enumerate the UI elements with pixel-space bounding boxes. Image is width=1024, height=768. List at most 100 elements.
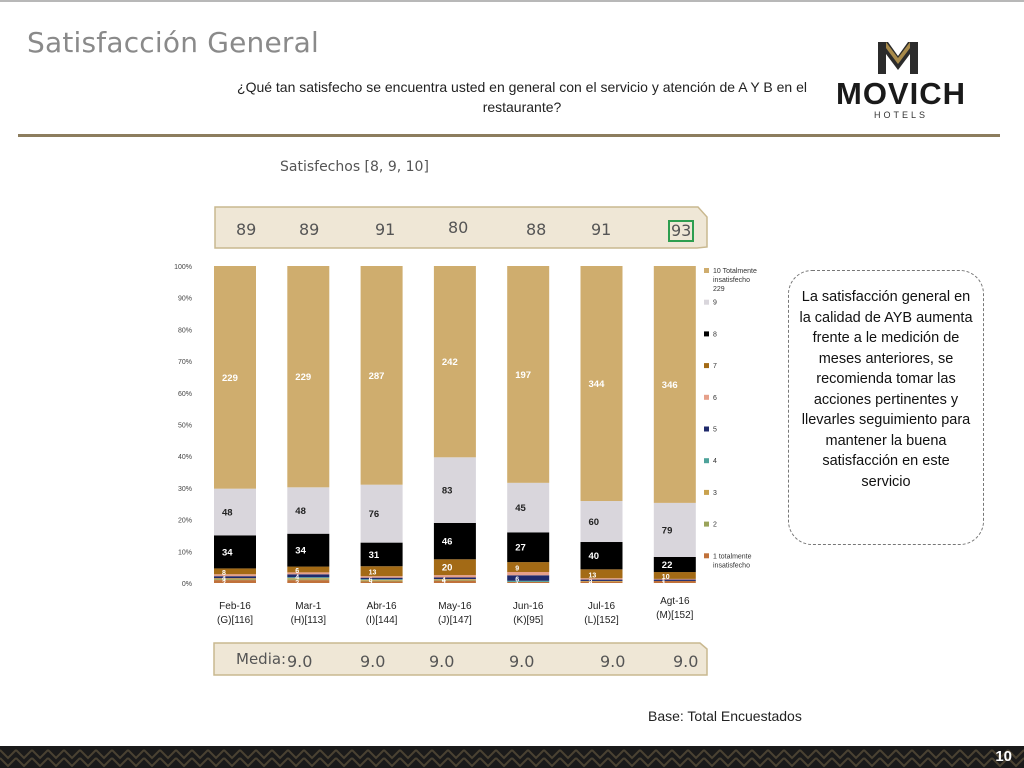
data-label: 60 <box>589 517 600 528</box>
satisfied-value: 89 <box>236 220 257 239</box>
data-label: 229 <box>295 372 311 383</box>
x-tick-label: May-16 <box>438 601 472 612</box>
top-rule <box>0 0 1024 2</box>
data-label: 197 <box>515 370 531 381</box>
bar-segment <box>653 502 696 557</box>
bar-segment <box>507 581 550 583</box>
y-tick-label: 30% <box>178 486 192 493</box>
legend-swatch <box>704 331 709 337</box>
legend-swatch <box>704 394 709 400</box>
y-tick-label: 20% <box>178 518 192 525</box>
data-label: 4 <box>222 576 226 583</box>
highlighted-satisfied-value: 93 <box>668 220 695 242</box>
bar-segment <box>433 575 476 578</box>
bar-segment <box>287 577 330 579</box>
media-value: 9.0 <box>287 652 313 671</box>
data-label: 344 <box>589 379 606 390</box>
bar-segment <box>507 532 550 563</box>
y-tick-label: 0% <box>182 581 192 588</box>
bar-segment <box>580 501 623 543</box>
data-label: 13 <box>589 572 597 579</box>
data-label: 1 <box>662 580 666 587</box>
stacked-bar-chart: 0%10%20%30%40%50%60%70%80%90%100%2483448… <box>174 264 757 626</box>
data-label: 2 <box>295 580 299 587</box>
bar-segment <box>507 562 550 572</box>
bar-segment <box>360 576 403 578</box>
legend-label: 6 <box>713 395 717 402</box>
data-label: 13 <box>369 570 377 577</box>
data-label: 31 <box>369 550 380 561</box>
bar-segment <box>360 266 403 485</box>
base-note: Base: Total Encuestados <box>648 708 802 724</box>
insight-text: La satisfacción general en la calidad de… <box>799 289 973 490</box>
bar-segment <box>580 579 623 581</box>
data-label: 9 <box>515 566 519 573</box>
legend-swatch <box>704 268 709 273</box>
bar-segment <box>433 266 476 458</box>
bar-segment <box>433 579 476 580</box>
bar-segment <box>433 577 476 580</box>
x-tick-label: (H)[113] <box>291 615 327 626</box>
data-label: 4 <box>295 574 299 581</box>
legend-label: 3 <box>713 490 717 497</box>
bar-segment <box>360 579 403 581</box>
data-label: 48 <box>295 506 306 517</box>
bar-segment <box>507 482 550 533</box>
x-tick-label: (I)[144] <box>366 615 398 626</box>
x-tick-label: Abr-16 <box>367 601 397 612</box>
x-tick-label: (L)[152] <box>584 615 619 626</box>
data-label: 346 <box>662 380 678 391</box>
bar-segment <box>653 579 696 581</box>
legend-label: 10 Totalmente insatisfecho 229 <box>713 268 757 293</box>
media-value: 9.0 <box>509 652 535 671</box>
bar-segment <box>507 571 550 576</box>
media-label: Media: <box>236 650 287 668</box>
bar-segment <box>653 266 696 503</box>
y-tick-label: 100% <box>174 264 192 271</box>
x-tick-label: Mar-1 <box>295 601 322 612</box>
data-label: 2 <box>222 580 226 587</box>
bar-segment <box>360 580 403 582</box>
x-tick-label: (M)[152] <box>656 610 693 621</box>
data-label: 8 <box>222 570 226 577</box>
bar-segment <box>360 484 403 543</box>
data-label: 1 <box>662 579 666 586</box>
logo-emblem-icon <box>878 42 918 74</box>
bar-segment <box>507 266 550 483</box>
bar-segment <box>507 580 550 582</box>
bar-segment <box>580 266 623 502</box>
y-tick-label: 10% <box>178 549 192 556</box>
legend-label: 4 <box>713 458 717 465</box>
bar-segment <box>214 579 256 581</box>
bar-segment <box>214 578 256 580</box>
bar-segment <box>214 568 256 575</box>
bar-segment <box>653 556 696 573</box>
bar-segment <box>360 566 403 577</box>
bar-segment <box>287 578 330 580</box>
logo-wordmark: MOVICH <box>836 76 966 111</box>
x-tick-label: Jun-16 <box>513 601 544 612</box>
y-tick-label: 70% <box>178 359 192 366</box>
data-label: 34 <box>222 547 233 558</box>
data-label: 242 <box>442 357 458 368</box>
bar-segment <box>580 542 623 570</box>
media-value: 9.0 <box>360 652 386 671</box>
bar-segment <box>580 578 623 580</box>
bar-segment <box>214 488 256 536</box>
bar-segment <box>433 580 476 583</box>
data-label: 229 <box>222 373 238 384</box>
data-label: 2 <box>589 581 593 588</box>
bar-segment <box>214 580 256 583</box>
legend-swatch <box>704 458 709 464</box>
data-label: 34 <box>295 546 306 557</box>
x-tick-label: (G)[116] <box>217 615 253 626</box>
page-title: Satisfacción General <box>27 26 319 59</box>
bar-segment <box>653 578 696 580</box>
data-label: 22 <box>662 560 673 571</box>
bar-segment <box>287 580 330 583</box>
bar-segment <box>360 579 403 580</box>
data-label: 4 <box>442 577 446 584</box>
bar-segment <box>287 572 330 575</box>
data-label: 76 <box>369 509 380 520</box>
bar-segment <box>433 522 476 560</box>
